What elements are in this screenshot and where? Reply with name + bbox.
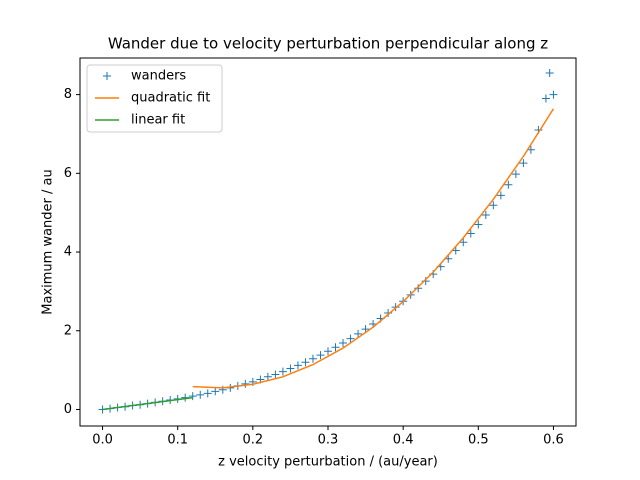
point xyxy=(519,159,528,168)
point xyxy=(354,329,363,338)
legend-label: linear fit xyxy=(131,113,185,128)
fit-line xyxy=(102,396,193,411)
point xyxy=(196,390,205,399)
y-tick-label: 2 xyxy=(64,323,72,338)
point xyxy=(263,372,272,381)
point xyxy=(324,347,332,356)
point xyxy=(188,392,197,401)
point xyxy=(316,351,325,360)
point xyxy=(541,94,550,103)
point xyxy=(414,284,423,293)
legend-label: wanders xyxy=(131,69,186,84)
point xyxy=(489,201,498,210)
point xyxy=(203,389,212,398)
point xyxy=(339,338,348,347)
point xyxy=(545,68,554,77)
chart-title: Wander due to velocity perturbation perp… xyxy=(108,35,548,53)
y-tick-label: 0 xyxy=(64,402,72,417)
y-tick-label: 8 xyxy=(64,87,72,102)
point xyxy=(286,364,295,373)
x-tick-label: 0.0 xyxy=(92,433,113,448)
point xyxy=(474,220,483,229)
point xyxy=(293,361,302,370)
x-tick-label: 0.6 xyxy=(543,433,564,448)
point xyxy=(331,343,340,352)
point xyxy=(346,334,355,343)
y-axis-label: Maximum wander / au xyxy=(41,169,56,314)
y-tick-label: 4 xyxy=(64,245,72,260)
legend-box xyxy=(86,64,223,133)
point xyxy=(278,367,287,376)
point xyxy=(511,170,520,179)
y-tick-label: 6 xyxy=(64,166,72,181)
plot-frame xyxy=(79,57,577,427)
fit-line xyxy=(192,108,555,389)
x-tick-label: 0.2 xyxy=(243,433,264,448)
legend-marker xyxy=(103,72,111,80)
x-tick-label: 0.1 xyxy=(167,433,188,448)
x-tick-label: 0.5 xyxy=(468,433,489,448)
point xyxy=(496,191,505,200)
point xyxy=(459,238,468,247)
point xyxy=(481,211,490,220)
point xyxy=(504,180,513,189)
point xyxy=(308,354,317,363)
x-tick-label: 0.4 xyxy=(393,433,414,448)
x-tick-label: 0.3 xyxy=(318,433,339,448)
point xyxy=(241,379,250,388)
point xyxy=(211,387,220,396)
point xyxy=(301,358,310,367)
x-axis-label: z velocity perturbation / (au/year) xyxy=(218,455,438,470)
point xyxy=(549,90,558,99)
point xyxy=(466,229,475,238)
legend-label: quadratic fit xyxy=(131,91,210,106)
point xyxy=(271,370,280,379)
